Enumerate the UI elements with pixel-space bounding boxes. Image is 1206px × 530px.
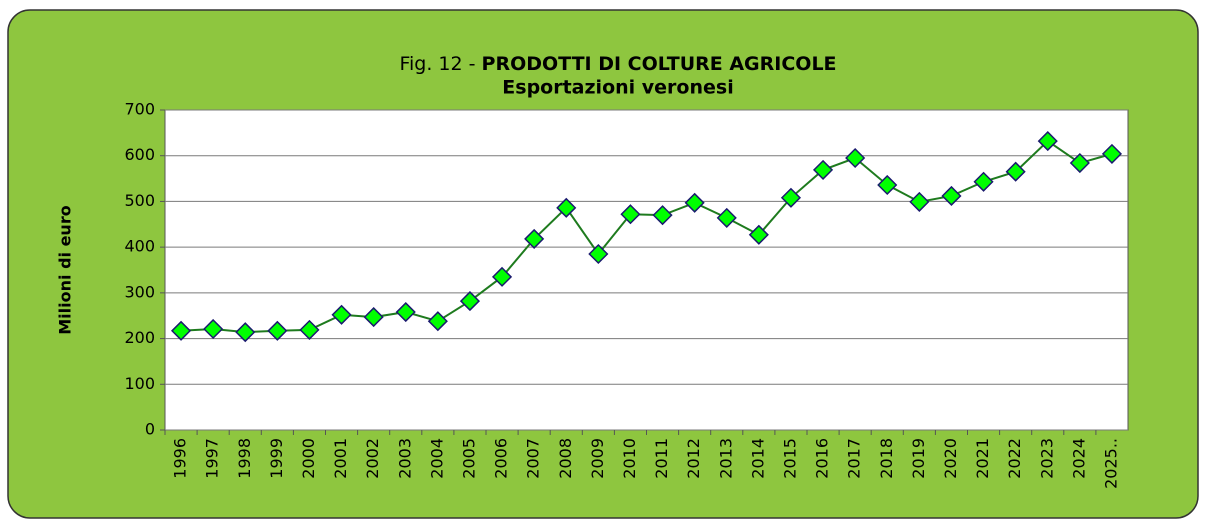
data-point [395,301,416,323]
data-point [973,171,994,192]
x-tick-label: 2010 [620,438,639,479]
x-tick-label: 2004 [427,438,446,479]
plot-area [164,109,1129,431]
data-point [1005,161,1026,182]
data-point [524,228,545,249]
data-point [170,320,192,341]
x-tick-label: 2007 [524,438,543,479]
x-tick-label: 2016 [813,438,832,479]
data-point [556,197,577,218]
x-tick-label: 2005 [459,438,478,479]
x-tick-label: 2008 [556,438,575,479]
y-tick-label: 300 [124,282,155,301]
x-tick-label: 2018 [877,438,896,479]
y-tick-label: 500 [124,191,155,210]
data-point [877,174,898,196]
x-tick-label: 2022 [1005,438,1024,479]
data-point [1101,143,1123,164]
data-point [235,322,256,343]
data-point [331,304,352,325]
x-tick-label: 2024 [1069,438,1088,479]
x-tick-label: 1996 [171,438,190,479]
y-tick-label: 100 [124,374,155,393]
x-tick-label: 1998 [235,438,254,479]
y-tick-label: 700 [124,100,155,119]
data-point [780,187,802,208]
x-tick-label: 2011 [652,438,671,479]
x-tick-label: 2002 [363,438,382,479]
x-tick-label: 2012 [684,438,703,479]
data-point [267,320,288,341]
data-point [459,291,481,312]
data-point [684,192,705,213]
x-tick-label: 2017 [845,438,864,479]
y-tick-label: 600 [124,145,155,164]
x-tick-label: 2014 [748,438,767,479]
data-point [941,185,962,207]
chart-title: Fig. 12 - PRODOTTI DI COLTURE AGRICOLE [399,53,836,75]
x-tick-label: 2009 [588,438,607,479]
y-axis-label: Milioni di euro [56,205,75,334]
data-point [909,191,930,212]
x-tick-label: 1997 [203,438,222,479]
x-tick-label: 2001 [331,438,350,479]
data-point [620,204,641,225]
data-point [491,266,513,287]
x-tick-label: 2023 [1037,438,1056,479]
title-main: PRODOTTI DI COLTURE AGRICOLE [482,53,837,75]
data-point [363,307,384,328]
x-tick-label: 2003 [395,438,414,479]
y-tick-label: 400 [124,237,155,256]
data-point [845,147,866,169]
x-tick-label: 2020 [941,438,960,479]
data-point [1037,131,1058,152]
x-tick-label: 2015 [780,438,799,479]
data-point [427,311,448,332]
x-tick-label: 2000 [299,438,318,479]
data-point [203,318,224,340]
data-point [652,205,673,226]
data-point [812,159,834,180]
chart-subtitle: Esportazioni veronesi [502,77,733,99]
data-point [588,243,609,265]
title-prefix: Fig. 12 - [399,53,475,75]
y-tick-label: 200 [124,328,155,347]
x-tick-label: 2025.. [1101,438,1120,489]
data-point [716,207,737,228]
x-tick-label: 2006 [492,438,511,479]
x-tick-label: 2019 [909,438,928,479]
y-tick-label: 0 [145,420,155,439]
data-point [748,224,769,245]
x-tick-label: 2021 [973,438,992,479]
data-point [1069,152,1090,174]
x-tick-label: 2013 [716,438,735,479]
data-point [299,319,320,340]
x-tick-label: 1999 [267,438,286,479]
